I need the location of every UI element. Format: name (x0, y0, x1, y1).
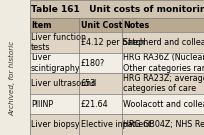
Text: Notes: Notes (123, 21, 150, 30)
Bar (30, 32, 204, 53)
Text: Elective inpatient:: Elective inpatient: (81, 120, 154, 129)
Bar (0, 0, 30, 135)
Bar (30, 18, 204, 32)
Text: Liver biopsy: Liver biopsy (31, 120, 80, 129)
Text: £21.64: £21.64 (81, 100, 108, 109)
Text: Unit Cost: Unit Cost (81, 21, 122, 30)
Text: PIIINP: PIIINP (31, 100, 53, 109)
Text: Liver
scintigraphy: Liver scintigraphy (31, 53, 81, 73)
Bar (30, 53, 204, 73)
Text: HRG RA23Z; average
categories of care: HRG RA23Z; average categories of care (123, 74, 204, 93)
Bar (30, 73, 204, 94)
Text: Shepherd and colleagu: Shepherd and colleagu (123, 38, 204, 47)
Text: £4.12 per batch: £4.12 per batch (81, 38, 145, 47)
Text: Archived, for historic: Archived, for historic (9, 41, 16, 116)
Bar (30, 94, 204, 114)
Text: HRG RA36Z (Nuclear
Other categories range: HRG RA36Z (Nuclear Other categories rang… (123, 53, 204, 73)
Bar (30, 114, 204, 135)
Bar (30, 0, 204, 18)
Text: Woolacott and colleag: Woolacott and colleag (123, 100, 204, 109)
Text: Liver function
tests: Liver function tests (31, 33, 86, 52)
Text: Item: Item (31, 21, 51, 30)
Text: Liver ultrasound: Liver ultrasound (31, 79, 96, 88)
Text: £53: £53 (81, 79, 96, 88)
Text: £180?: £180? (81, 59, 105, 68)
Text: Table 161   Unit costs of monitoring tests – exclusive: Table 161 Unit costs of monitoring tests… (31, 5, 204, 14)
Text: HRG GB04Z; NHS Re: HRG GB04Z; NHS Re (123, 120, 204, 129)
